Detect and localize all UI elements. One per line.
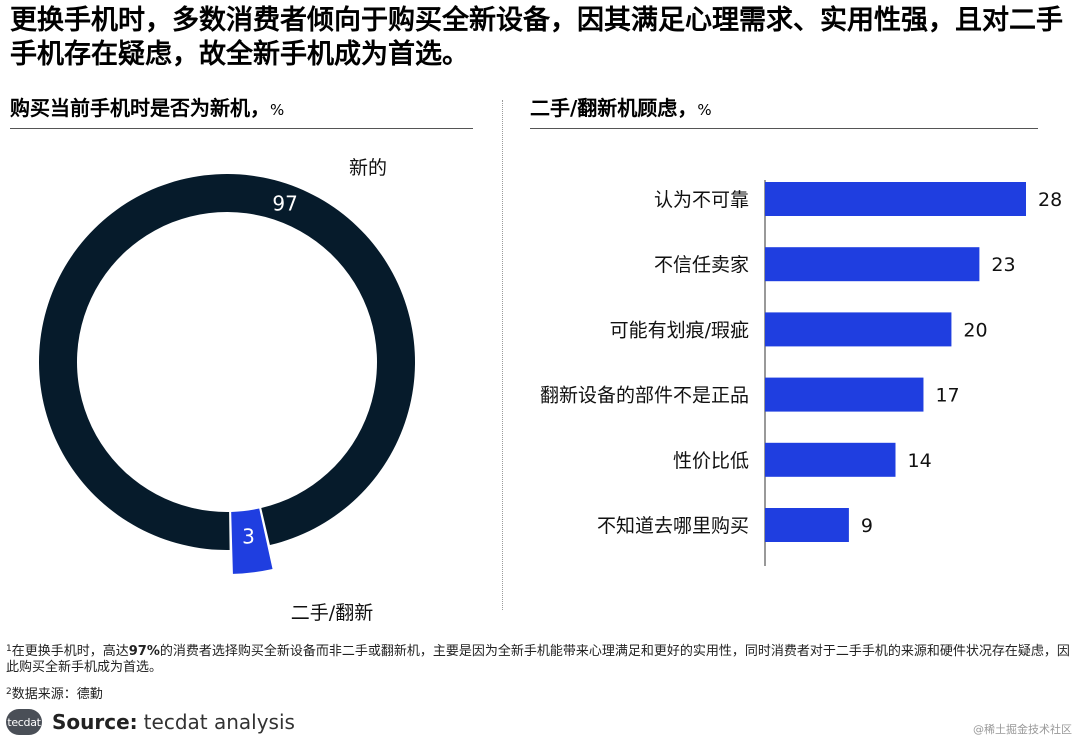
bar-1 <box>765 182 1026 216</box>
bar-value-label: 9 <box>861 515 873 537</box>
donut-title-text: 购买当前手机时是否为新机 <box>10 96 250 120</box>
headline: 更换手机时，多数消费者倾向于购买全新设备，因其满足心理需求、实用性强，且对二手手… <box>10 5 1063 70</box>
bar-6 <box>765 508 849 542</box>
donut-label-used-refurb: 二手/翻新 <box>291 602 373 624</box>
bar-value-label: 28 <box>1038 189 1062 211</box>
footnote-2-text: 数据来源：德勤 <box>11 687 103 702</box>
bar-value-label: 20 <box>963 319 987 341</box>
donut-value-new: 97 <box>272 191 297 215</box>
watermark: @稀土掘金技术社区 <box>973 723 1072 736</box>
bar-chart-title: 二手/翻新机顾虑，% <box>530 92 712 121</box>
bar-title-rule <box>530 128 1038 129</box>
bar-category-label: 认为不可靠 <box>654 189 749 211</box>
bar-3 <box>765 312 952 347</box>
bar-category-label: 性价比低 <box>673 450 749 472</box>
bar-category-label: 可能有划痕/瑕疵 <box>610 319 749 341</box>
donut-title-unit: % <box>270 101 285 119</box>
bar-title-separator: ， <box>677 96 698 120</box>
footnote-1-text-after: 的消费者选择购买全新设备而非二手或翻新机，主要是因为全新手机能带来心理满足和更好… <box>6 644 1070 675</box>
footnote-2: 2数据来源：德勤 <box>6 684 1074 703</box>
bar-chart: 认为不可靠 28 不信任卖家 23 可能有划痕/瑕疵 20 翻新设备的部件不是正品 17 性价比… <box>540 180 1062 566</box>
footnote-1: 1在更换手机时，高达97%的消费者选择购买全新设备而非二手或翻新机，主要是因为全… <box>6 641 1074 676</box>
footnote-1-marker: 1 <box>6 644 12 654</box>
bar-category-label: 不知道去哪里购买 <box>597 515 749 537</box>
donut-title-separator: ， <box>250 96 270 120</box>
bar-title-text: 二手/翻新机顾虑 <box>530 96 678 120</box>
source-text: tecdat analysis <box>143 710 295 734</box>
source-row: tecdat Source: tecdat analysis <box>6 709 295 735</box>
donut-slice-used-refurb <box>231 508 273 574</box>
footnote-1-text-before: 在更换手机时，高达 <box>11 644 129 659</box>
footnote-1-bold: 97% <box>128 644 160 659</box>
source-label: Source: <box>52 710 138 734</box>
bar-value-label: 23 <box>991 254 1015 276</box>
bar-value-label: 17 <box>935 385 959 407</box>
bar-category-label: 不信任卖家 <box>654 254 749 276</box>
donut-title-rule <box>10 128 473 129</box>
footnote-2-marker: 2 <box>6 687 12 697</box>
bar-title-unit: % <box>697 101 712 119</box>
panel-divider <box>502 100 503 610</box>
bar-category-label: 翻新设备的部件不是正品 <box>540 385 749 407</box>
bar-2 <box>765 247 980 282</box>
bar-4 <box>765 377 924 412</box>
donut-chart-title: 购买当前手机时是否为新机，% <box>10 92 284 121</box>
donut-slice-new <box>38 174 415 550</box>
donut-value-used-refurb: 3 <box>242 525 255 549</box>
bar-5 <box>765 442 896 477</box>
donut-label-new: 新的 <box>349 157 387 179</box>
bar-value-label: 14 <box>908 450 932 472</box>
tecdat-logo: tecdat <box>6 709 42 735</box>
